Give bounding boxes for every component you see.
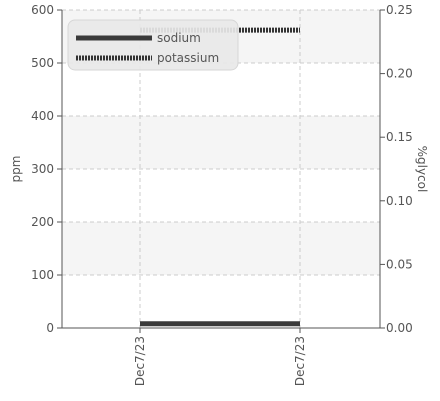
x-tick-label: Dec7/23 — [293, 336, 307, 386]
y-left-tick-label: 100 — [31, 268, 54, 282]
legend-label-potassium: potassium — [157, 51, 219, 65]
y-left-tick-label: 600 — [31, 3, 54, 17]
y-left-tick-label: 500 — [31, 56, 54, 70]
y-left-tick-label: 300 — [31, 162, 54, 176]
y-right-tick-label: 0.25 — [386, 3, 413, 17]
y-left-tick-label: 200 — [31, 215, 54, 229]
y-right-axis-title: %glycol — [415, 146, 429, 193]
y-left-tick-label: 0 — [46, 321, 54, 335]
legend: sodium potassium — [68, 20, 238, 70]
y-right-tick-label: 0.20 — [386, 67, 413, 81]
legend-label-sodium: sodium — [157, 31, 201, 45]
y-right-tick-label: 0.15 — [386, 130, 413, 144]
x-tick-label: Dec7/23 — [133, 336, 147, 386]
y-left-axis-title: ppm — [9, 156, 23, 183]
y-right-tick-label: 0.05 — [386, 257, 413, 271]
background-band — [62, 116, 380, 169]
background-band — [62, 222, 380, 275]
y-left-tick-label: 400 — [31, 109, 54, 123]
y-right-tick-label: 0.00 — [386, 321, 413, 335]
y-right-tick-label: 0.10 — [386, 194, 413, 208]
